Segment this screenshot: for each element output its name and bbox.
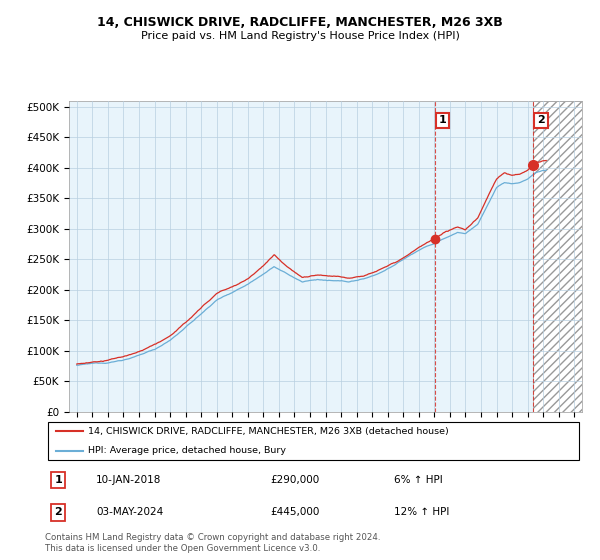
Text: Contains HM Land Registry data © Crown copyright and database right 2024.
This d: Contains HM Land Registry data © Crown c…	[45, 533, 380, 553]
Text: 2: 2	[55, 507, 62, 517]
Text: £445,000: £445,000	[271, 507, 320, 517]
Text: 12% ↑ HPI: 12% ↑ HPI	[394, 507, 449, 517]
Text: HPI: Average price, detached house, Bury: HPI: Average price, detached house, Bury	[88, 446, 286, 455]
Text: 14, CHISWICK DRIVE, RADCLIFFE, MANCHESTER, M26 3XB (detached house): 14, CHISWICK DRIVE, RADCLIFFE, MANCHESTE…	[88, 427, 449, 436]
Text: 14, CHISWICK DRIVE, RADCLIFFE, MANCHESTER, M26 3XB: 14, CHISWICK DRIVE, RADCLIFFE, MANCHESTE…	[97, 16, 503, 29]
Text: 03-MAY-2024: 03-MAY-2024	[96, 507, 163, 517]
Text: Price paid vs. HM Land Registry's House Price Index (HPI): Price paid vs. HM Land Registry's House …	[140, 31, 460, 41]
Text: 1: 1	[55, 475, 62, 486]
Text: 6% ↑ HPI: 6% ↑ HPI	[394, 475, 443, 486]
Text: 2: 2	[537, 115, 545, 125]
Text: 10-JAN-2018: 10-JAN-2018	[96, 475, 161, 486]
Text: £290,000: £290,000	[271, 475, 320, 486]
Text: 1: 1	[439, 115, 446, 125]
FancyBboxPatch shape	[47, 422, 580, 460]
Bar	[533, 101, 582, 412]
